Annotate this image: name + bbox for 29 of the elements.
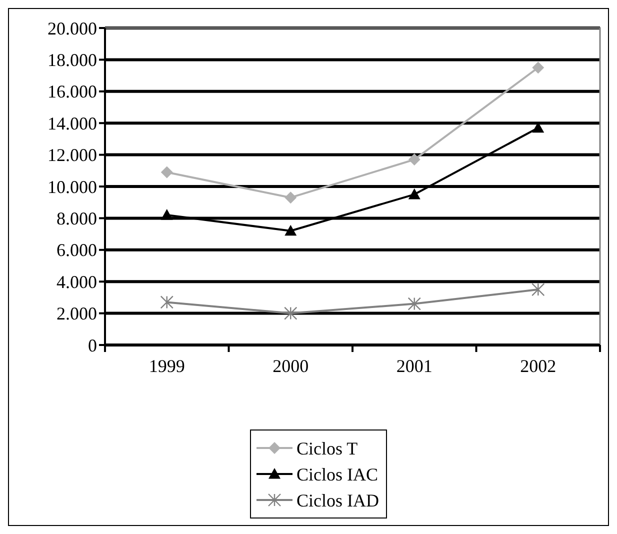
point xyxy=(160,166,173,178)
point xyxy=(284,192,297,204)
y-tick-label: 4.000 xyxy=(56,272,97,292)
legend-label: Ciclos IAD xyxy=(296,490,379,510)
x-tick-label: 2001 xyxy=(396,356,432,376)
point xyxy=(532,62,544,74)
y-tick-label: 12.000 xyxy=(48,145,97,166)
y-tick-label: 18.000 xyxy=(48,50,97,70)
y-tick-label: 6.000 xyxy=(56,240,97,260)
x-tick-label: 1999 xyxy=(148,356,185,376)
x-tick-label: 2002 xyxy=(520,356,556,376)
legend-label: Ciclos T xyxy=(296,438,358,458)
point xyxy=(408,297,421,310)
point xyxy=(160,209,173,220)
y-tick-label: 0 xyxy=(88,335,97,356)
y-tick-label: 2.000 xyxy=(56,304,97,324)
x-tick-label: 2000 xyxy=(272,356,309,376)
legend-label: Ciclos IAC xyxy=(296,464,378,484)
point xyxy=(408,188,420,200)
point xyxy=(408,154,420,166)
y-tick-label: 20.000 xyxy=(48,18,97,38)
y-tick-label: 14.000 xyxy=(48,113,97,134)
y-tick-label: 16.000 xyxy=(48,82,97,102)
point xyxy=(160,296,174,309)
point xyxy=(284,306,298,320)
y-tick-label: 10.000 xyxy=(48,176,97,197)
point xyxy=(532,282,545,296)
point xyxy=(284,224,297,236)
y-tick-label: 8.000 xyxy=(56,208,97,228)
